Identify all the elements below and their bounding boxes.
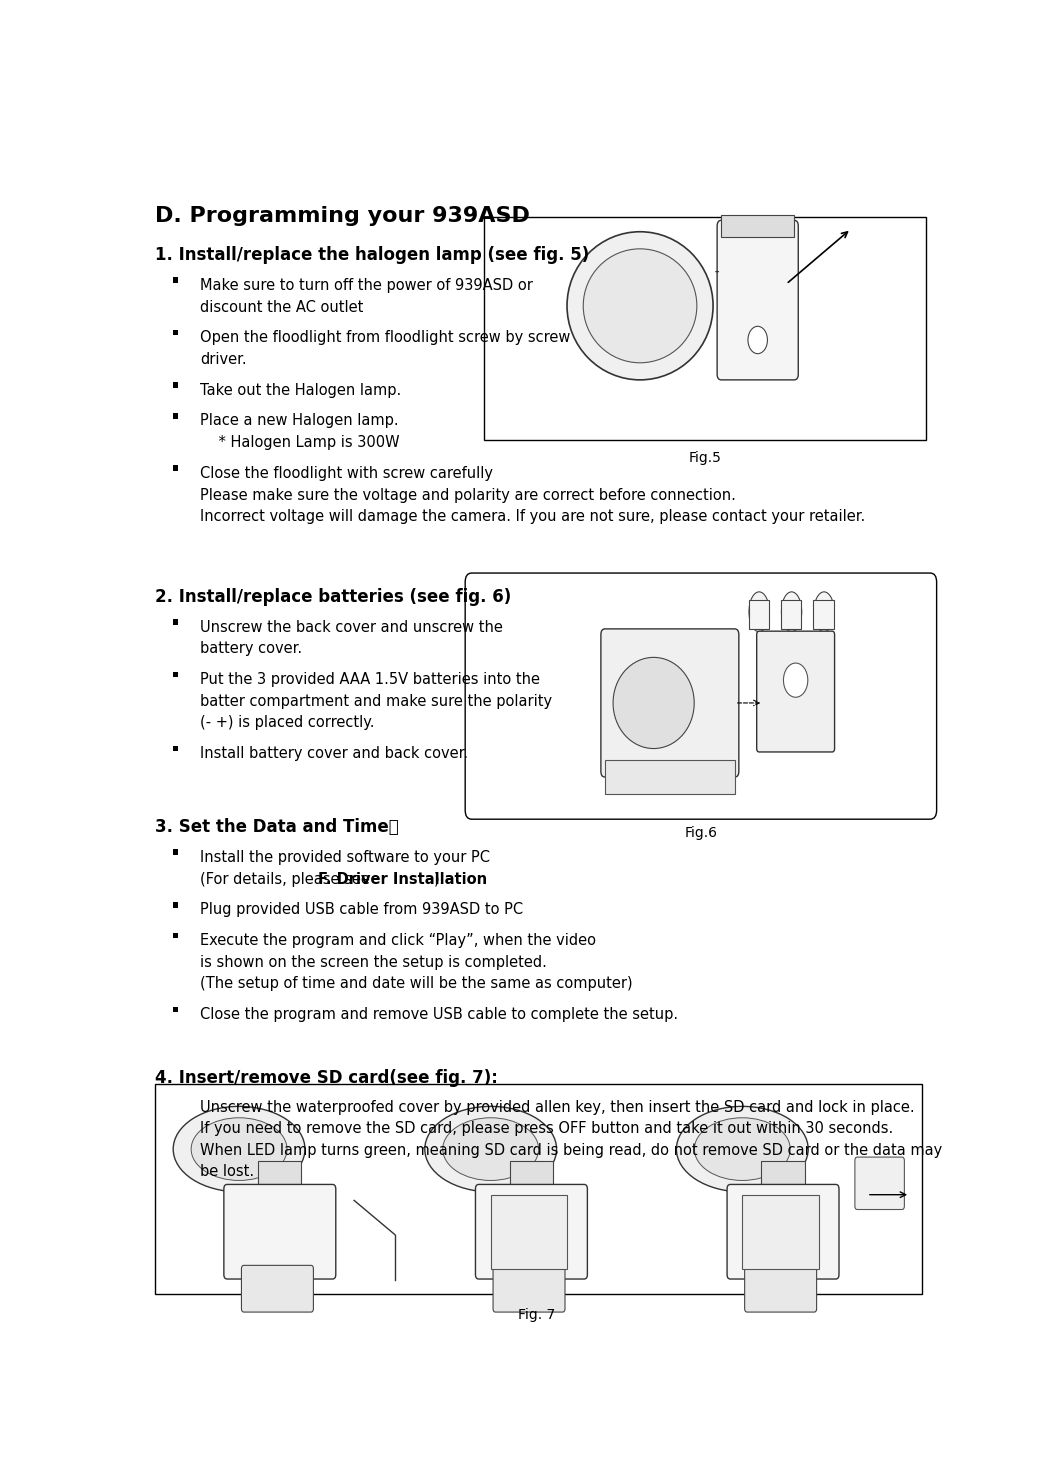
Bar bbox=[173, 1100, 178, 1104]
Text: Put the 3 provided AAA 1.5V batteries into the: Put the 3 provided AAA 1.5V batteries in… bbox=[200, 672, 540, 687]
Circle shape bbox=[783, 663, 808, 697]
Bar bbox=[173, 850, 178, 855]
Text: (For details, please see: (For details, please see bbox=[200, 872, 375, 887]
FancyBboxPatch shape bbox=[465, 573, 937, 820]
Text: Execute the program and click “Play”, when the video: Execute the program and click “Play”, wh… bbox=[200, 934, 596, 949]
Text: Make sure to turn off the power of 939ASD or: Make sure to turn off the power of 939AS… bbox=[200, 278, 533, 293]
Text: Unscrew the back cover and unscrew the: Unscrew the back cover and unscrew the bbox=[200, 620, 503, 635]
Bar bbox=[173, 413, 178, 419]
Bar bbox=[173, 1120, 178, 1126]
Text: Open the floodlight from floodlight screw by screw: Open the floodlight from floodlight scre… bbox=[200, 330, 571, 345]
Text: Unscrew the waterproofed cover by provided allen key, then insert the SD card an: Unscrew the waterproofed cover by provid… bbox=[200, 1100, 914, 1114]
FancyBboxPatch shape bbox=[744, 1265, 817, 1313]
Text: driver.: driver. bbox=[200, 352, 246, 367]
FancyBboxPatch shape bbox=[855, 1157, 905, 1209]
Ellipse shape bbox=[173, 1107, 305, 1191]
Text: 3. Set the Data and Time：: 3. Set the Data and Time： bbox=[155, 818, 399, 836]
Bar bbox=[173, 619, 178, 625]
FancyBboxPatch shape bbox=[757, 630, 834, 752]
Circle shape bbox=[748, 326, 767, 354]
FancyBboxPatch shape bbox=[727, 1184, 839, 1279]
Ellipse shape bbox=[749, 592, 770, 632]
Text: be lost.: be lost. bbox=[200, 1165, 254, 1180]
Bar bbox=[742, 1194, 819, 1268]
Bar bbox=[491, 1194, 567, 1268]
Text: 4. Insert/remove SD card(see fig. 7):: 4. Insert/remove SD card(see fig. 7): bbox=[155, 1069, 498, 1086]
Bar bbox=[173, 932, 178, 938]
Bar bbox=[484, 218, 926, 440]
Text: If you need to remove the SD card, please press OFF button and take it out withi: If you need to remove the SD card, pleas… bbox=[200, 1122, 893, 1137]
Text: Please make sure the voltage and polarity are correct before connection.: Please make sure the voltage and polarit… bbox=[200, 487, 736, 503]
Text: * Halogen Lamp is 300W: * Halogen Lamp is 300W bbox=[200, 435, 400, 450]
Bar bbox=[173, 1143, 178, 1148]
Text: Fig.6: Fig.6 bbox=[685, 826, 717, 841]
FancyBboxPatch shape bbox=[717, 221, 798, 380]
Bar bbox=[605, 759, 735, 795]
Bar bbox=[173, 901, 178, 907]
Ellipse shape bbox=[814, 592, 834, 632]
Ellipse shape bbox=[676, 1107, 808, 1191]
FancyBboxPatch shape bbox=[475, 1184, 587, 1279]
Text: battery cover.: battery cover. bbox=[200, 641, 302, 657]
Ellipse shape bbox=[443, 1117, 538, 1181]
Text: Fig. 7: Fig. 7 bbox=[518, 1308, 555, 1322]
Bar bbox=[173, 465, 178, 471]
Text: 2. Install/replace batteries (see fig. 6): 2. Install/replace batteries (see fig. 6… bbox=[155, 588, 512, 605]
Ellipse shape bbox=[694, 1117, 790, 1181]
Text: Incorrect voltage will damage the camera. If you are not sure, please contact yo: Incorrect voltage will damage the camera… bbox=[200, 509, 865, 524]
Text: When LED lamp turns green, meaning SD card is being read, do not remove SD card : When LED lamp turns green, meaning SD ca… bbox=[200, 1143, 942, 1157]
Bar bbox=[173, 277, 178, 283]
Bar bbox=[173, 746, 178, 752]
FancyBboxPatch shape bbox=[493, 1265, 565, 1313]
Bar bbox=[173, 330, 178, 336]
Text: Plug provided USB cable from 939ASD to PC: Plug provided USB cable from 939ASD to P… bbox=[200, 903, 522, 918]
Text: D. Programming your 939ASD: D. Programming your 939ASD bbox=[155, 206, 530, 226]
Text: Take out the Halogen lamp.: Take out the Halogen lamp. bbox=[200, 383, 401, 398]
Text: Fig.5: Fig.5 bbox=[689, 451, 721, 465]
Bar bbox=[749, 601, 768, 629]
Ellipse shape bbox=[425, 1107, 557, 1191]
Text: Close the floodlight with screw carefully: Close the floodlight with screw carefull… bbox=[200, 466, 493, 481]
Bar bbox=[721, 215, 795, 237]
Bar bbox=[510, 1160, 553, 1200]
Ellipse shape bbox=[781, 592, 802, 632]
Bar bbox=[173, 382, 178, 388]
Text: (- +) is placed correctly.: (- +) is placed correctly. bbox=[200, 715, 375, 731]
Text: ): ) bbox=[433, 872, 439, 887]
Bar bbox=[259, 1160, 302, 1200]
FancyBboxPatch shape bbox=[601, 629, 739, 777]
Text: discount the AC outlet: discount the AC outlet bbox=[200, 299, 363, 315]
Bar bbox=[173, 672, 178, 678]
Bar bbox=[781, 601, 801, 629]
Bar bbox=[155, 1083, 922, 1295]
FancyBboxPatch shape bbox=[224, 1184, 336, 1279]
Text: F. Driver Installation: F. Driver Installation bbox=[317, 872, 487, 887]
Text: Install battery cover and back cover.: Install battery cover and back cover. bbox=[200, 746, 468, 761]
Ellipse shape bbox=[583, 249, 697, 363]
Text: (The setup of time and date will be the same as computer): (The setup of time and date will be the … bbox=[200, 977, 632, 992]
Text: 1. Install/replace the halogen lamp (see fig. 5): 1. Install/replace the halogen lamp (see… bbox=[155, 246, 589, 263]
Text: Install the provided software to your PC: Install the provided software to your PC bbox=[200, 850, 490, 864]
Ellipse shape bbox=[567, 232, 713, 380]
Text: Place a new Halogen lamp.: Place a new Halogen lamp. bbox=[200, 413, 399, 429]
FancyBboxPatch shape bbox=[242, 1265, 313, 1313]
Bar bbox=[761, 1160, 804, 1200]
Ellipse shape bbox=[614, 657, 694, 749]
Bar bbox=[814, 601, 833, 629]
Text: batter compartment and make sure the polarity: batter compartment and make sure the pol… bbox=[200, 694, 552, 709]
Text: is shown on the screen the setup is completed.: is shown on the screen the setup is comp… bbox=[200, 955, 547, 969]
Ellipse shape bbox=[192, 1117, 287, 1181]
Text: Close the program and remove USB cable to complete the setup.: Close the program and remove USB cable t… bbox=[200, 1008, 678, 1023]
Bar bbox=[173, 1006, 178, 1012]
